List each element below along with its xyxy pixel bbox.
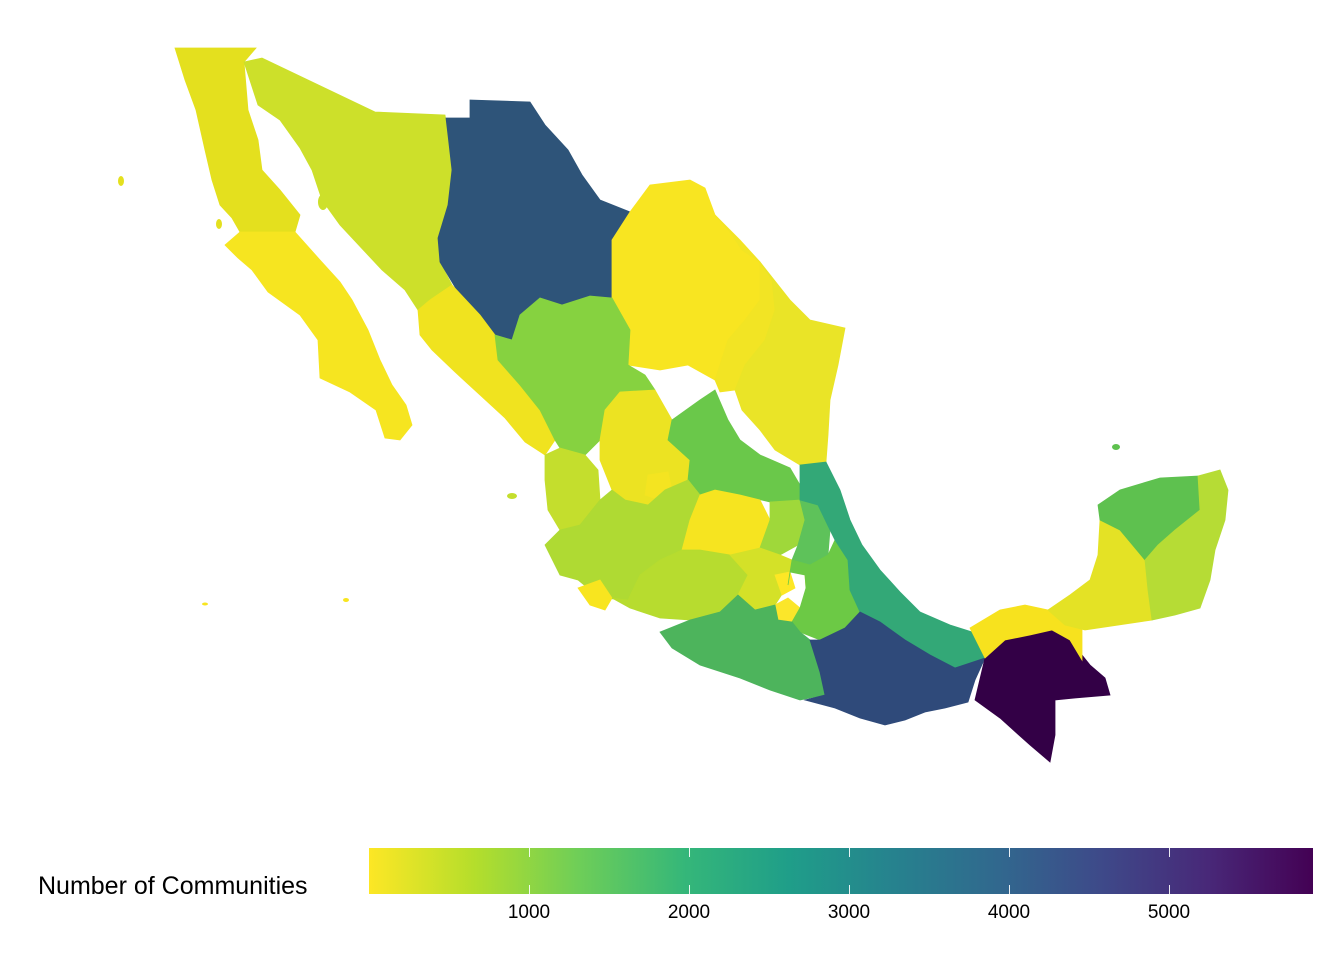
island-revillagigedo [343, 598, 349, 602]
state-estado-de-mexico[interactable] [729, 547, 793, 611]
legend-tick-mark-top [689, 848, 690, 857]
island-cozumel [1112, 444, 1120, 450]
legend-tick-label: 3000 [827, 902, 871, 923]
legend-tick-label: 4000 [987, 902, 1031, 923]
legend-tick-mark-bottom [529, 885, 530, 894]
state-tamaulipas[interactable] [734, 261, 846, 466]
legend-tick-mark-bottom [1169, 885, 1170, 894]
colorbar-gradient [369, 848, 1313, 894]
legend-tick-label: 1000 [507, 902, 551, 923]
state-colima[interactable] [577, 579, 613, 611]
legend-tick-mark-bottom [849, 885, 850, 894]
legend-tick-mark-bottom [689, 885, 690, 894]
legend-colorbar [369, 848, 1313, 894]
mexico-choropleth-map [118, 47, 1229, 763]
state-tabasco[interactable] [969, 604, 1083, 662]
legend-tick-mark-top [1169, 848, 1170, 857]
state-chiapas[interactable] [974, 629, 1111, 763]
legend-tick-label: 2000 [667, 902, 711, 923]
legend-title: Number of Communities [38, 872, 308, 900]
legend-tick-mark-bottom [1009, 885, 1010, 894]
legend-tick-mark-top [529, 848, 530, 857]
legend-tick-mark-top [1009, 848, 1010, 857]
island-cedros [216, 219, 222, 229]
state-quintana-roo[interactable] [1144, 469, 1229, 621]
state-ciudad-de-mexico[interactable] [774, 571, 796, 596]
island-clarion [202, 602, 208, 606]
island-tiburon [318, 194, 328, 210]
legend-tick-mark-top [849, 848, 850, 857]
state-baja-california-sur[interactable] [224, 231, 413, 441]
legend-tick-label: 5000 [1147, 902, 1191, 923]
island-guadalupe [118, 176, 124, 186]
state-oaxaca[interactable] [803, 611, 986, 726]
island-marias [507, 493, 517, 499]
